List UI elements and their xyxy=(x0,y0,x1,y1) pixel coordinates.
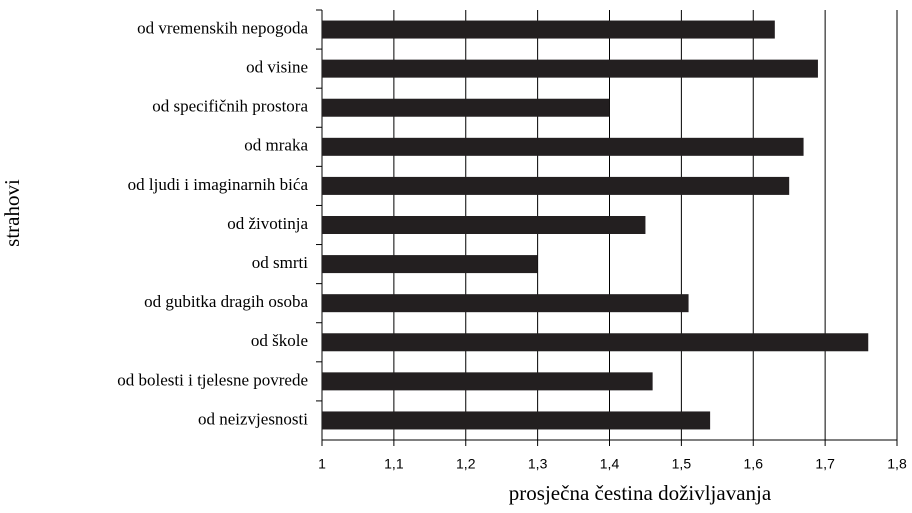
y-axis-label: strahovi xyxy=(0,179,24,247)
x-tick-label: 1,8 xyxy=(887,456,907,472)
bar xyxy=(322,98,610,117)
y-tick-label: od gubitka dragih osoba xyxy=(144,292,308,311)
y-tick-label: od vremenskih nepogoda xyxy=(137,18,308,37)
x-tick-label: 1,1 xyxy=(384,456,404,472)
bar xyxy=(322,411,711,430)
y-tick-label: od ljudi i imaginarnih bića xyxy=(128,175,309,194)
bar xyxy=(322,20,775,39)
y-tick-label: od smrti xyxy=(252,253,308,272)
bar xyxy=(322,372,653,391)
bar xyxy=(322,255,538,274)
y-tick-label: od škole xyxy=(251,331,308,350)
bar xyxy=(322,137,804,156)
y-tick-label: od mraka xyxy=(244,136,308,155)
x-tick-label: 1 xyxy=(318,456,326,472)
x-tick-label: 1,7 xyxy=(815,456,835,472)
x-tick-label: 1,6 xyxy=(744,456,764,472)
bar xyxy=(322,176,790,195)
x-tick-label: 1,5 xyxy=(672,456,692,472)
bar xyxy=(322,333,869,352)
x-tick-label: 1,4 xyxy=(600,456,620,472)
bar xyxy=(322,59,818,78)
x-tick-label: 1,2 xyxy=(456,456,476,472)
y-tick-label: od bolesti i tjelesne povrede xyxy=(117,370,308,389)
bar xyxy=(322,294,689,313)
y-tick-label: od životinja xyxy=(227,214,308,233)
y-tick-label: od visine xyxy=(246,58,308,77)
x-axis-label: prosječna čestina doživljavanja xyxy=(509,481,772,505)
y-tick-label: od specifičnih prostora xyxy=(152,97,308,116)
bar xyxy=(322,216,646,234)
y-tick-label: od neizvjesnosti xyxy=(198,409,308,428)
x-tick-label: 1,3 xyxy=(528,456,548,472)
